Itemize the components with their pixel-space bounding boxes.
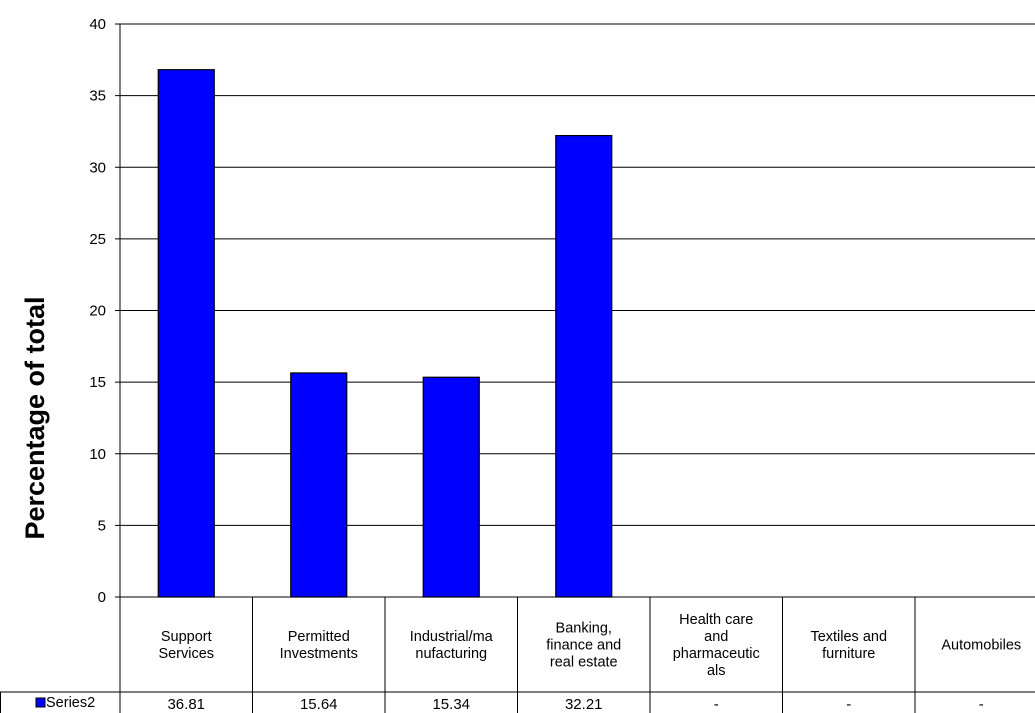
bar xyxy=(555,134,613,598)
x-category-label: Support Services xyxy=(158,629,214,662)
y-tick-label: 25 xyxy=(89,231,106,248)
data-value-label: 15.34 xyxy=(432,696,470,713)
y-axis-label: Percentage of total xyxy=(20,296,50,539)
data-value-label: - xyxy=(714,696,719,713)
y-tick-label: 10 xyxy=(89,446,106,463)
y-tick-label: 35 xyxy=(89,88,106,105)
y-tick-label: 5 xyxy=(98,517,106,534)
bar xyxy=(157,69,215,598)
x-category-label: Industrial/ma nufacturing xyxy=(410,629,494,662)
x-category-label: Automobiles xyxy=(941,638,1021,654)
bar xyxy=(290,372,348,598)
y-tick-labels: 0 5 10 15 20 25 30 35 40 xyxy=(89,16,106,606)
x-category-label: Permitted Investments xyxy=(280,629,358,662)
bar xyxy=(422,376,480,598)
series-name: Series2 xyxy=(46,695,95,711)
x-category-label: Textiles and furniture xyxy=(810,629,887,662)
data-value-label: 32.21 xyxy=(565,696,603,713)
y-tick-label: 0 xyxy=(98,589,106,606)
y-tick-label: 15 xyxy=(89,374,106,391)
data-table: Support Services Permitted Investments Indus… xyxy=(0,597,1035,713)
y-tick-label: 40 xyxy=(89,16,106,33)
axes xyxy=(115,23,1035,713)
x-category-label: Health care and pharmaceutic als xyxy=(673,612,760,679)
x-category-label: Banking, finance and real estate xyxy=(546,621,621,671)
data-value-label: - xyxy=(846,696,851,713)
y-tick-label: 30 xyxy=(89,159,106,176)
bars xyxy=(157,69,613,598)
data-value-label: 15.64 xyxy=(300,696,338,713)
data-value-label: - xyxy=(979,696,984,713)
data-value-label: 36.81 xyxy=(167,696,205,713)
y-tick-label: 20 xyxy=(89,303,106,320)
legend-swatch xyxy=(35,697,46,708)
